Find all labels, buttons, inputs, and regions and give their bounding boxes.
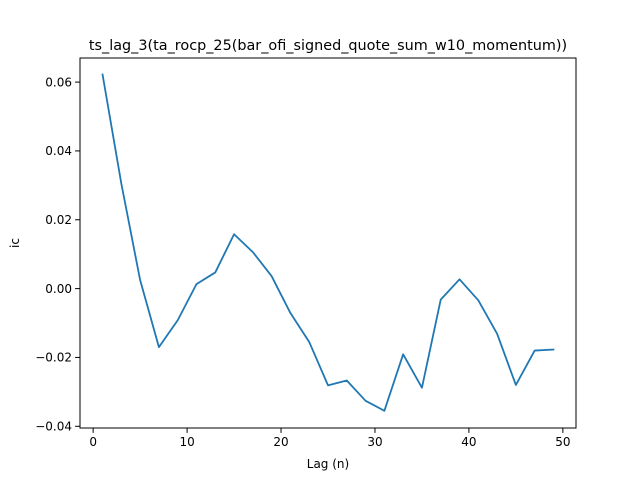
- data-point: [515, 384, 517, 386]
- data-point: [308, 341, 310, 343]
- data-point: [477, 299, 479, 301]
- y-axis-ticks: −0.04 −0.02 0.00 0.02 0.04 0.06: [35, 75, 80, 434]
- data-point: [195, 283, 197, 285]
- data-point: [533, 349, 535, 351]
- x-axis-ticks: 0 10 20 30 40 50: [89, 428, 570, 449]
- y-tick-label: 0.00: [45, 282, 72, 296]
- x-tick-label: 40: [461, 435, 476, 449]
- data-point: [139, 279, 141, 281]
- data-point: [458, 278, 460, 280]
- data-point: [233, 233, 235, 235]
- data-point: [421, 387, 423, 389]
- data-point: [402, 353, 404, 355]
- data-point: [214, 271, 216, 273]
- x-tick-label: 20: [273, 435, 288, 449]
- data-point: [496, 332, 498, 334]
- x-tick-label: 50: [555, 435, 570, 449]
- data-point: [289, 312, 291, 314]
- x-tick-label: 30: [367, 435, 382, 449]
- data-point: [270, 275, 272, 277]
- x-tick-label: 10: [179, 435, 194, 449]
- x-axis-label: Lag (n): [307, 457, 349, 471]
- data-point: [364, 400, 366, 402]
- data-point: [440, 298, 442, 300]
- data-point: [177, 319, 179, 321]
- y-tick-label: 0.02: [45, 213, 72, 227]
- y-axis-label: ic: [8, 238, 22, 248]
- plot-area-frame: [79, 57, 577, 429]
- data-point: [158, 346, 160, 348]
- data-point: [346, 379, 348, 381]
- data-point: [383, 410, 385, 412]
- data-point: [552, 348, 554, 350]
- y-tick-label: 0.06: [45, 75, 72, 89]
- data-point: [101, 73, 103, 75]
- data-point: [120, 182, 122, 184]
- series-line-0: [101, 73, 555, 412]
- data-point: [327, 384, 329, 386]
- y-tick-label: 0.04: [45, 144, 72, 158]
- y-tick-label: −0.02: [35, 351, 72, 365]
- y-tick-label: −0.04: [35, 420, 72, 434]
- chart-title: ts_lag_3(ta_rocp_25(bar_ofi_signed_quote…: [89, 38, 567, 54]
- series-layer: [101, 73, 555, 412]
- x-tick-label: 0: [89, 435, 97, 449]
- data-point: [252, 251, 254, 253]
